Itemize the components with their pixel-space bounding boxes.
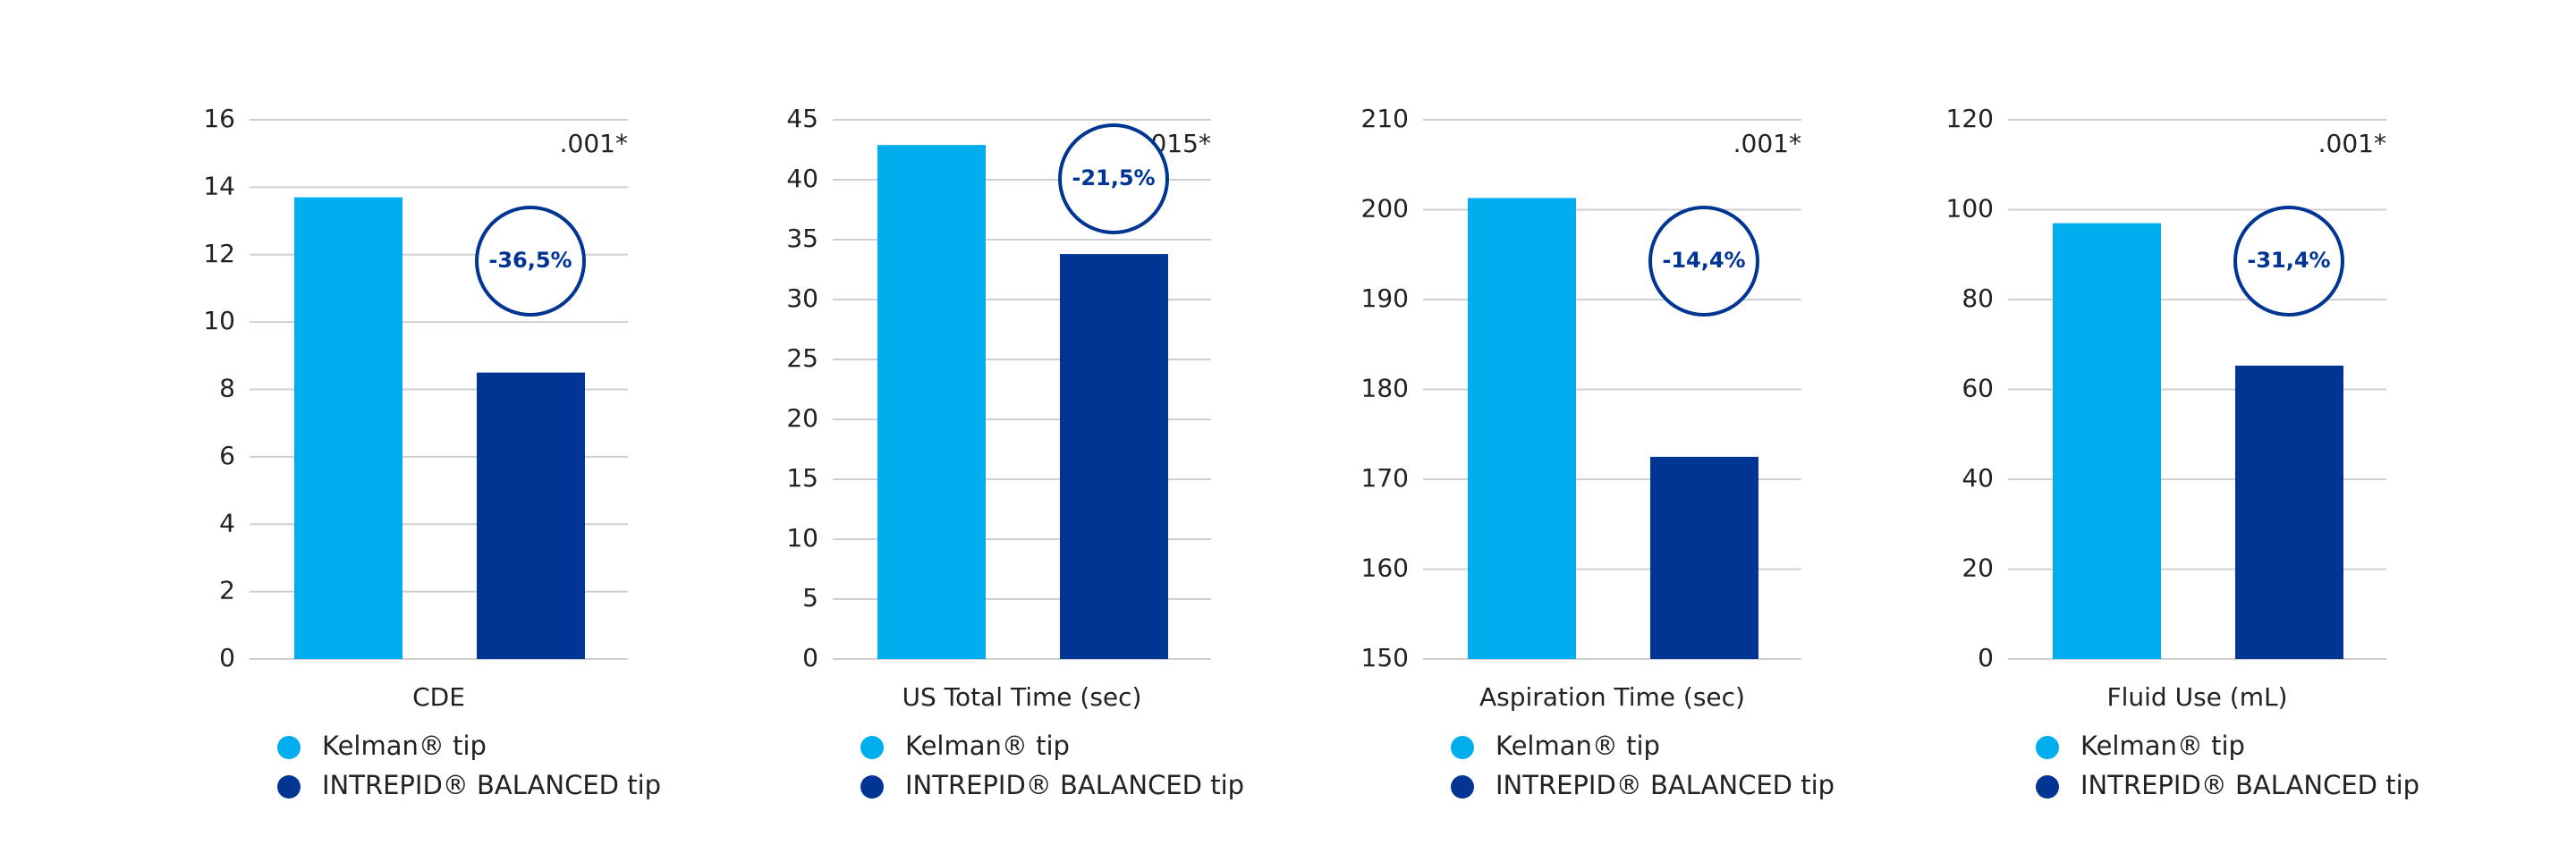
y-tick-label: 25 bbox=[786, 343, 818, 373]
change-circle bbox=[2233, 206, 2344, 317]
y-tick-label: 40 bbox=[1962, 463, 1994, 493]
y-tick-label: 170 bbox=[1361, 463, 1409, 493]
bar bbox=[1650, 456, 1758, 659]
y-tick-label: 6 bbox=[219, 441, 235, 470]
change-circle bbox=[1648, 206, 1759, 317]
bar bbox=[1060, 254, 1168, 659]
p-value: .001* bbox=[1733, 129, 1801, 158]
y-tick-label: 10 bbox=[203, 306, 235, 335]
y-tick-label: 200 bbox=[1361, 194, 1409, 224]
y-tick-label: 14 bbox=[203, 171, 235, 200]
y-tick-label: 5 bbox=[802, 583, 818, 613]
y-tick-label: 35 bbox=[786, 224, 818, 253]
bar bbox=[2235, 365, 2343, 659]
legend-marker bbox=[2036, 736, 2059, 759]
legend-marker bbox=[1451, 736, 1474, 759]
legend-marker bbox=[860, 736, 884, 759]
y-tick-label: 15 bbox=[786, 463, 818, 493]
legend-marker bbox=[860, 775, 884, 799]
y-tick-label: 0 bbox=[802, 643, 818, 672]
y-tick-label: 120 bbox=[1946, 104, 1994, 133]
y-tick-label: 8 bbox=[219, 374, 235, 403]
legend-label: INTREPID® BALANCED tip bbox=[322, 770, 661, 800]
y-tick-label: 0 bbox=[219, 643, 235, 672]
change-label: -36,5% bbox=[488, 248, 572, 273]
bar bbox=[877, 145, 986, 659]
legend-label: INTREPID® BALANCED tip bbox=[1496, 770, 1835, 800]
change-label: -14,4% bbox=[1662, 248, 1745, 273]
y-tick-label: 30 bbox=[786, 283, 818, 313]
bar bbox=[1468, 198, 1576, 659]
y-tick-label: 10 bbox=[786, 523, 818, 553]
x-axis-label: CDE bbox=[412, 682, 465, 712]
y-tick-label: 0 bbox=[1978, 643, 1994, 672]
x-axis-label: Fluid Use (mL) bbox=[2106, 682, 2287, 712]
y-tick-label: 190 bbox=[1361, 283, 1409, 313]
legend-label: Kelman® tip bbox=[2080, 731, 2245, 761]
y-tick-label: 40 bbox=[786, 164, 818, 193]
y-tick-label: 4 bbox=[219, 508, 235, 537]
y-tick-label: 45 bbox=[786, 104, 818, 133]
change-circle bbox=[475, 206, 586, 317]
x-axis-label: US Total Time (sec) bbox=[902, 682, 1142, 712]
y-tick-label: 16 bbox=[203, 104, 235, 133]
legend-label: INTREPID® BALANCED tip bbox=[2080, 770, 2419, 800]
legend-marker bbox=[2036, 775, 2059, 799]
legend-marker bbox=[277, 736, 301, 759]
bar bbox=[477, 372, 585, 659]
legend-label: INTREPID® BALANCED tip bbox=[905, 770, 1244, 800]
y-tick-label: 210 bbox=[1361, 104, 1409, 133]
y-tick-label: 20 bbox=[786, 403, 818, 433]
y-tick-label: 60 bbox=[1962, 374, 1994, 403]
legend-label: Kelman® tip bbox=[1496, 731, 1660, 761]
x-axis-label: Aspiration Time (sec) bbox=[1479, 682, 1745, 712]
y-tick-label: 20 bbox=[1962, 554, 1994, 583]
change-label: -21,5% bbox=[1072, 165, 1155, 190]
y-tick-label: 150 bbox=[1361, 643, 1409, 672]
legend-label: Kelman® tip bbox=[322, 731, 487, 761]
change-circle bbox=[1058, 123, 1169, 234]
legend-marker bbox=[277, 775, 301, 799]
y-tick-label: 160 bbox=[1361, 554, 1409, 583]
y-tick-label: 12 bbox=[203, 239, 235, 268]
y-tick-label: 2 bbox=[219, 576, 235, 605]
bar bbox=[294, 197, 402, 659]
y-tick-label: 180 bbox=[1361, 374, 1409, 403]
change-label: -31,4% bbox=[2247, 248, 2330, 273]
p-value: .001* bbox=[560, 129, 628, 158]
p-value: .001* bbox=[2318, 129, 2386, 158]
bar bbox=[2053, 223, 2161, 659]
y-tick-label: 100 bbox=[1946, 194, 1994, 224]
legend-marker bbox=[1451, 775, 1474, 799]
y-tick-label: 80 bbox=[1962, 283, 1994, 313]
legend-label: Kelman® tip bbox=[905, 731, 1070, 761]
